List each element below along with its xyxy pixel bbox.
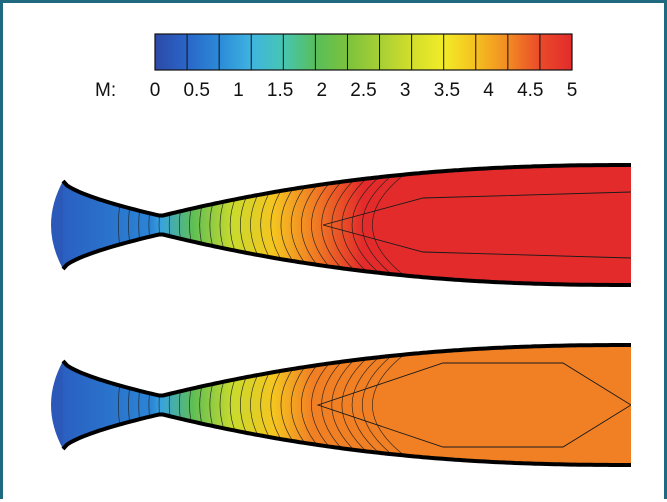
nozzle-wall-bottom xyxy=(61,232,631,287)
colorbar-tick-label: 0.5 xyxy=(183,80,210,101)
nozzle-wall-top xyxy=(61,163,631,218)
nozzle-plot-bottom xyxy=(51,343,631,467)
nozzle-plot-top xyxy=(51,163,631,287)
colorbar-tick-label: 3.5 xyxy=(433,80,461,101)
colorbar-tick-label: 0 xyxy=(149,80,161,101)
core-contour xyxy=(316,362,631,448)
flow-field xyxy=(63,165,631,285)
colorbar-tick-label: 1 xyxy=(233,80,244,101)
core-contour xyxy=(322,191,631,259)
colorbar-tick-label: 1.5 xyxy=(266,80,294,101)
colorbar-gradient xyxy=(155,34,572,70)
nozzle-wall-top xyxy=(61,343,631,398)
inlet-region xyxy=(51,361,63,449)
colorbar-tick-label: 2 xyxy=(316,80,328,101)
colorbar-tick-label: 2.5 xyxy=(350,80,377,101)
nozzle-wall-bottom xyxy=(61,412,631,467)
colorbar-tick-label: 3 xyxy=(399,80,411,101)
colorbar-title: M: xyxy=(95,80,117,101)
flow-field xyxy=(63,345,631,465)
colorbar-border xyxy=(154,33,573,71)
colorbar-graphic xyxy=(154,33,573,71)
colorbar-tick-label: 4.5 xyxy=(517,80,544,101)
nozzle-contour-plots xyxy=(51,163,631,467)
colorbar-tick-label: 4 xyxy=(483,80,494,101)
mach-colorbar: M: 0 0.5 1 1.5 2 2.5 3 3.5 4 4.5 5 xyxy=(3,3,667,113)
inlet-region xyxy=(51,181,63,269)
colorbar-tick-label: 5 xyxy=(566,80,578,101)
